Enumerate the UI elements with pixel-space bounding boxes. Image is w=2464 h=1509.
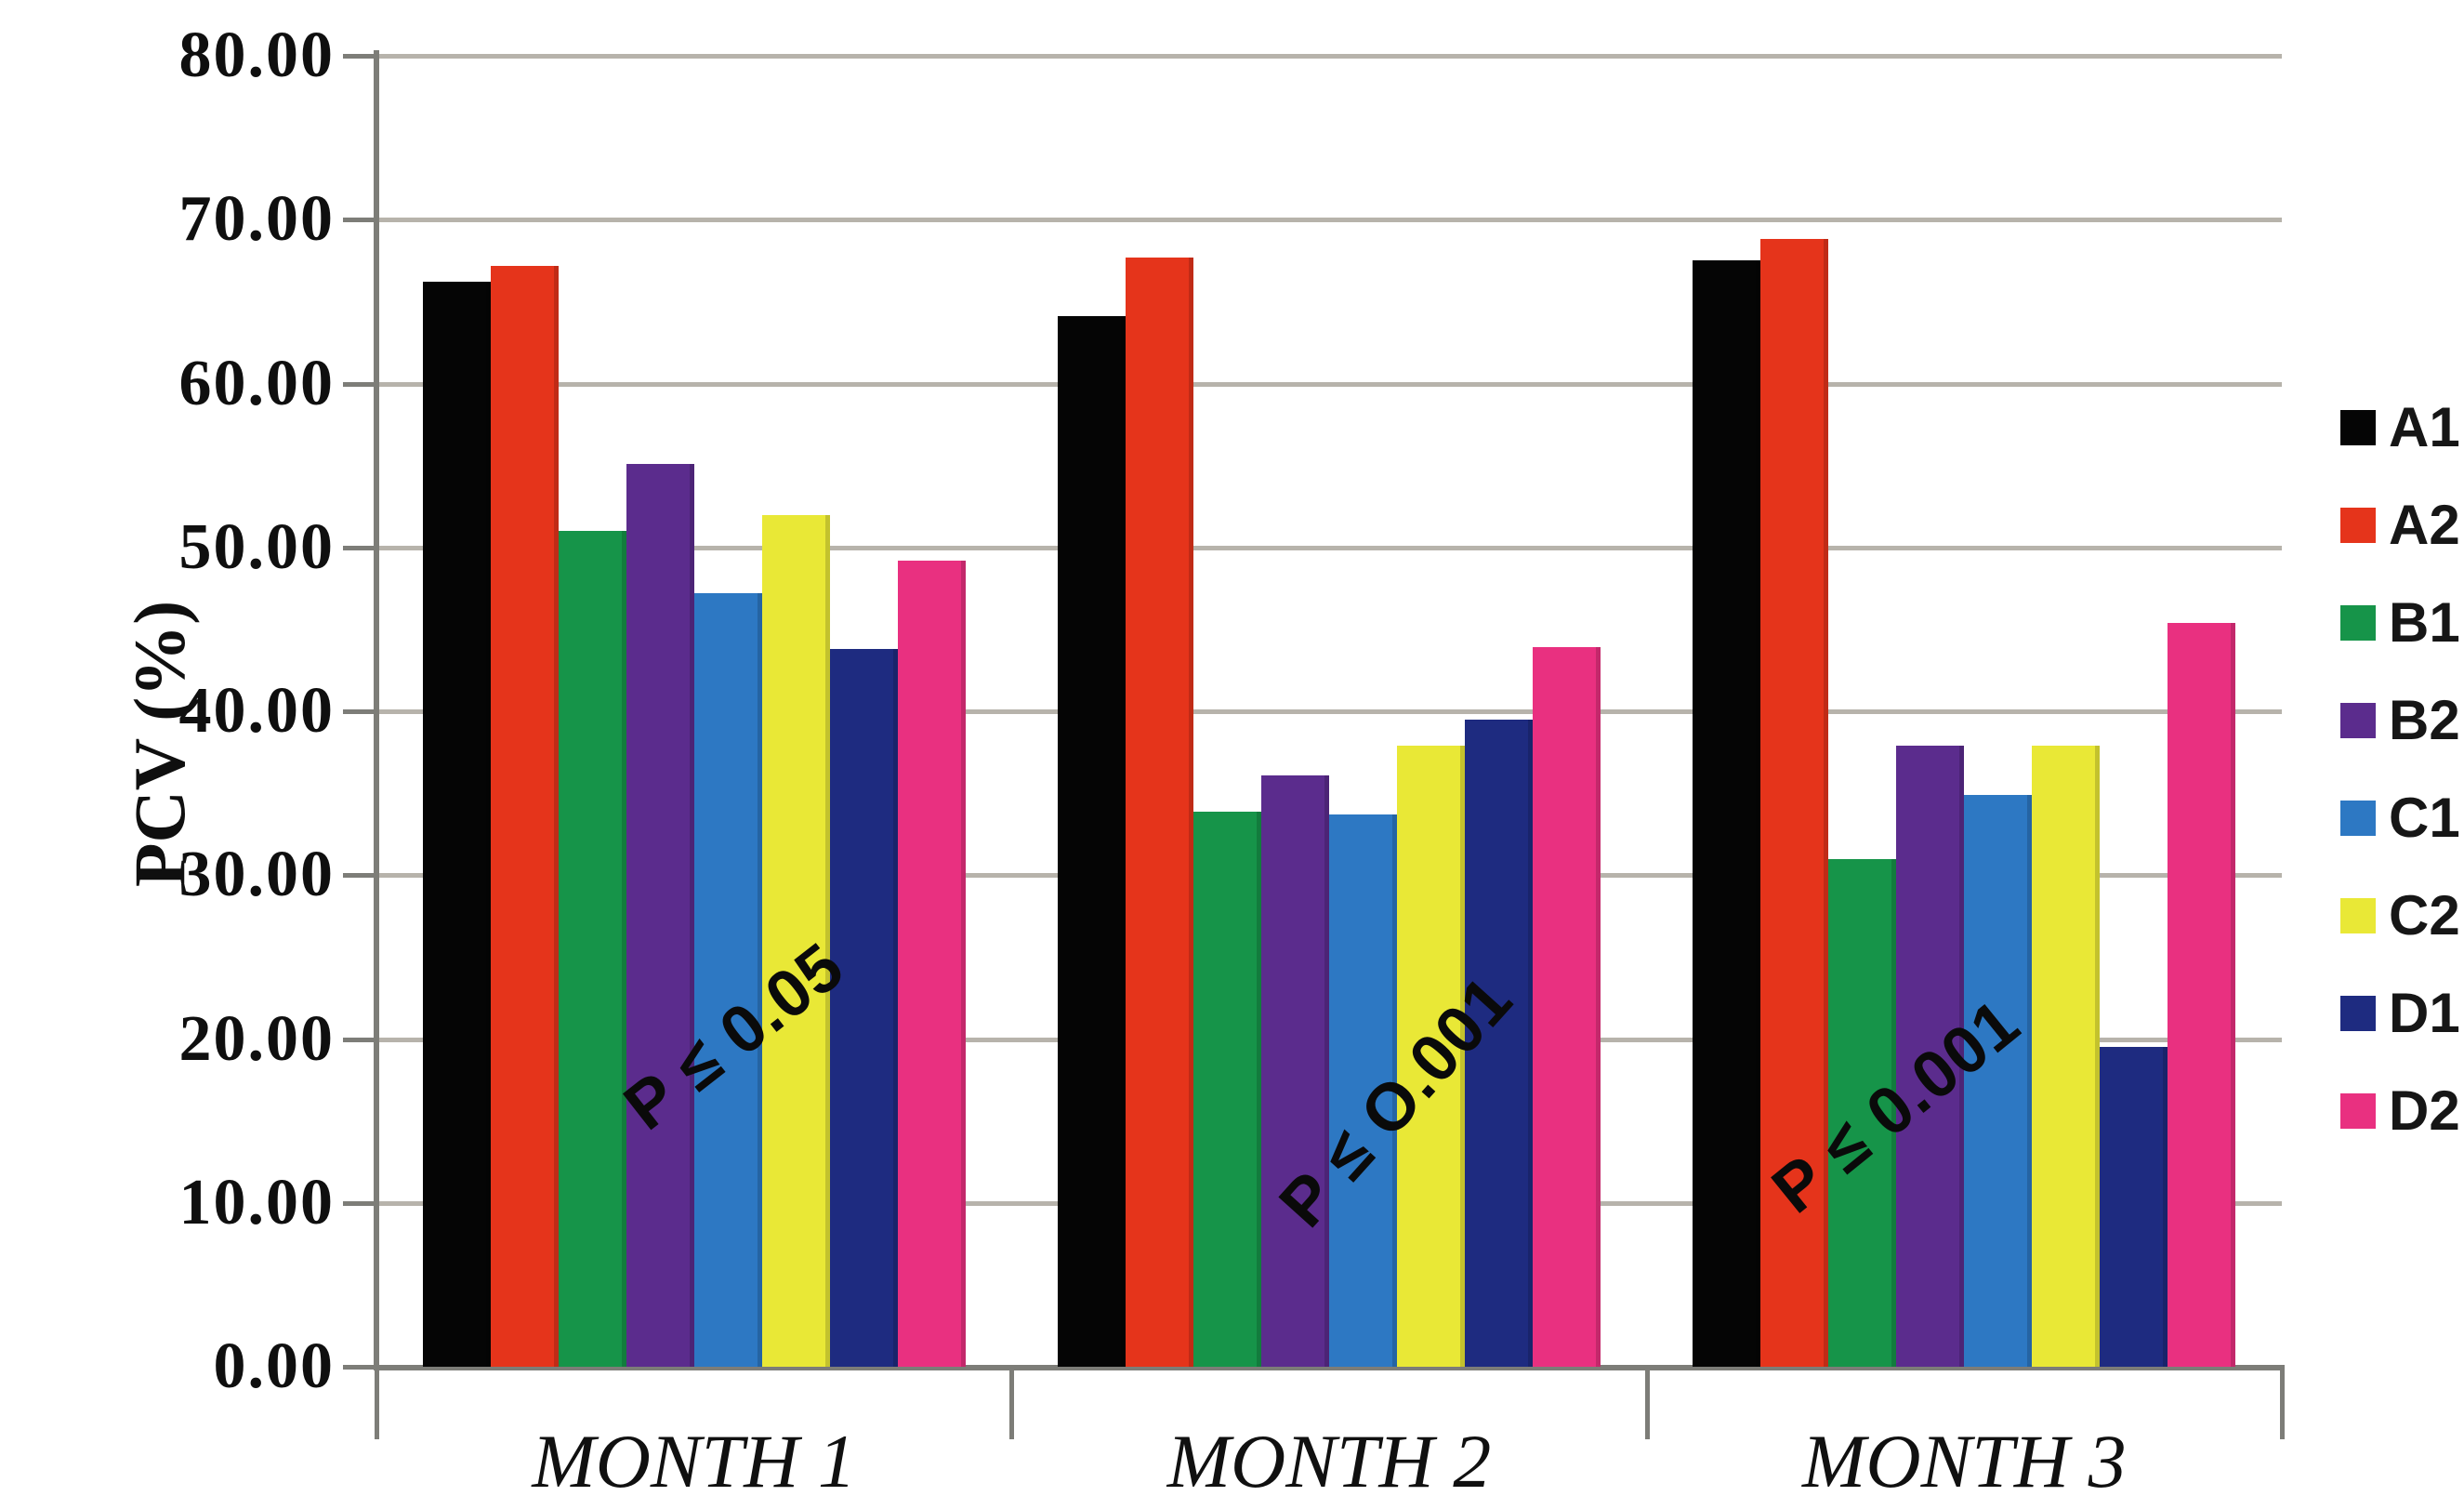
bar-D2-month-3 xyxy=(2168,622,2236,1367)
y-tick-mark xyxy=(343,1200,376,1206)
y-tick-label: 20.00 xyxy=(178,1002,335,1075)
x-tick-mark xyxy=(2280,1367,2285,1439)
bar-B1-month-3 xyxy=(1828,858,1897,1367)
y-tick-mark xyxy=(343,545,376,550)
y-tick-mark xyxy=(343,381,376,387)
legend-color-swatch xyxy=(2340,410,2376,445)
y-tick-mark xyxy=(343,873,376,879)
legend-color-swatch xyxy=(2340,996,2376,1031)
bar-B1-month-1 xyxy=(558,531,626,1367)
bar-D2-month-2 xyxy=(1533,647,1601,1367)
legend-item: A1 xyxy=(2340,400,2460,456)
bar-C2-month-3 xyxy=(2032,746,2101,1367)
category-label: MONTH 1 xyxy=(532,1419,856,1503)
legend-item: D2 xyxy=(2340,1083,2460,1139)
bar-B1-month-2 xyxy=(1193,811,1261,1367)
legend-item: A2 xyxy=(2340,497,2460,553)
legend-label: A2 xyxy=(2389,494,2460,556)
legend-label: D2 xyxy=(2389,1079,2460,1142)
y-tick-mark xyxy=(343,1037,376,1042)
y-tick-label: 70.00 xyxy=(178,183,335,256)
bar-A1-month-1 xyxy=(422,282,491,1367)
legend-item: D1 xyxy=(2340,986,2460,1041)
y-tick-label: 0.00 xyxy=(213,1330,335,1402)
x-tick-mark xyxy=(1644,1367,1650,1439)
legend-color-swatch xyxy=(2340,605,2376,641)
horizontal-gridline xyxy=(376,381,2282,387)
legend-label: B2 xyxy=(2389,689,2460,751)
horizontal-gridline xyxy=(376,545,2282,550)
legend-label: B1 xyxy=(2389,591,2460,654)
bar-C1-month-1 xyxy=(693,593,762,1367)
bar-A1-month-3 xyxy=(1693,260,1761,1367)
bar-C2-month-1 xyxy=(761,514,830,1367)
bar-D2-month-1 xyxy=(897,560,966,1367)
bar-A2-month-2 xyxy=(1126,257,1193,1367)
y-tick-label: 40.00 xyxy=(178,675,335,747)
y-tick-label: 30.00 xyxy=(178,839,335,911)
legend-item: B2 xyxy=(2340,693,2460,748)
bar-D1-month-3 xyxy=(2100,1047,2168,1367)
horizontal-gridline xyxy=(376,54,2282,59)
x-tick-mark xyxy=(375,1367,379,1439)
y-tick-mark xyxy=(343,218,376,223)
legend-item: C1 xyxy=(2340,790,2460,846)
bar-A2-month-3 xyxy=(1760,239,1829,1367)
category-label: MONTH 2 xyxy=(1166,1419,1492,1503)
horizontal-gridline xyxy=(376,709,2282,714)
bar-C2-month-2 xyxy=(1397,746,1465,1367)
legend-label: C2 xyxy=(2389,884,2460,946)
legend-color-swatch xyxy=(2340,508,2376,543)
legend-color-swatch xyxy=(2340,703,2376,738)
x-axis-line xyxy=(374,1365,2285,1370)
legend-item: C2 xyxy=(2340,888,2460,944)
legend-color-swatch xyxy=(2340,801,2376,836)
horizontal-gridline xyxy=(376,218,2282,223)
y-tick-label: 10.00 xyxy=(178,1166,335,1238)
legend-item: B1 xyxy=(2340,595,2460,651)
legend-label: D1 xyxy=(2389,982,2460,1044)
bar-A1-month-2 xyxy=(1058,316,1126,1367)
legend-label: A1 xyxy=(2389,396,2460,458)
category-label: MONTH 3 xyxy=(1802,1419,2127,1503)
bar-B2-month-3 xyxy=(1896,746,1965,1367)
bar-D1-month-2 xyxy=(1465,719,1533,1367)
bar-A2-month-1 xyxy=(490,265,559,1367)
bar-C1-month-2 xyxy=(1329,814,1397,1367)
y-tick-label: 50.00 xyxy=(178,510,335,583)
y-tick-mark xyxy=(343,709,376,714)
y-tick-label: 80.00 xyxy=(178,20,335,91)
y-tick-label: 60.00 xyxy=(178,347,335,419)
legend-color-swatch xyxy=(2340,1093,2376,1129)
y-tick-mark xyxy=(343,54,376,59)
legend-color-swatch xyxy=(2340,898,2376,933)
bar-C1-month-3 xyxy=(1964,794,2033,1367)
bar-D1-month-1 xyxy=(829,649,898,1367)
y-tick-mark xyxy=(343,1365,376,1370)
bar-B2-month-2 xyxy=(1261,774,1329,1367)
legend-label: C1 xyxy=(2389,787,2460,849)
y-axis-line xyxy=(374,50,379,1370)
x-tick-mark xyxy=(1009,1367,1015,1439)
bar-B2-month-1 xyxy=(626,463,694,1367)
